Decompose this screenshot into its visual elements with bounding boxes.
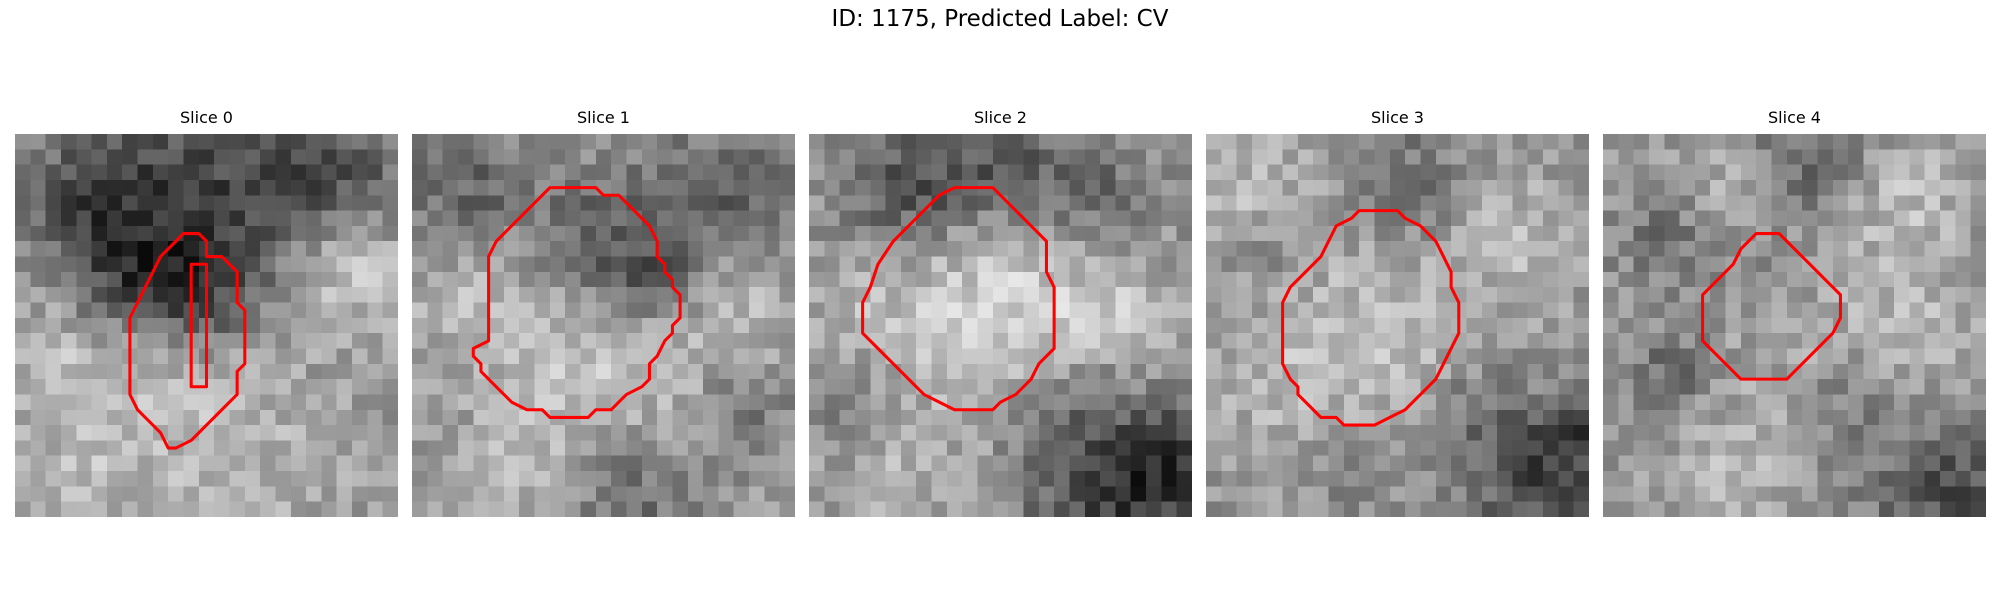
panel-title: Slice 0 — [180, 108, 233, 127]
slice-image — [15, 134, 398, 517]
figure-title: ID: 1175, Predicted Label: CV — [831, 6, 1169, 32]
slice-image — [1206, 134, 1589, 517]
slice-panel: Slice 3 — [1206, 108, 1589, 518]
panel-title: Slice 3 — [1371, 108, 1424, 127]
panel-title: Slice 2 — [974, 108, 1027, 127]
segmentation-contour — [128, 232, 247, 450]
segmentation-contour — [471, 186, 682, 419]
segmentation-contour — [189, 262, 209, 389]
segmentation-contour — [1281, 209, 1461, 427]
slice-panel: Slice 1 — [412, 108, 795, 518]
segmentation-contour — [861, 186, 1056, 412]
segmentation-contour — [1701, 232, 1842, 381]
slice-image — [412, 134, 795, 517]
slice-panel: Slice 2 — [809, 108, 1192, 518]
slice-image — [809, 134, 1192, 517]
slice-image — [1603, 134, 1986, 517]
panel-title: Slice 4 — [1768, 108, 1821, 127]
slice-panel: Slice 4 — [1603, 108, 1986, 518]
slice-panel: Slice 0 — [15, 108, 398, 518]
panel-title: Slice 1 — [577, 108, 630, 127]
